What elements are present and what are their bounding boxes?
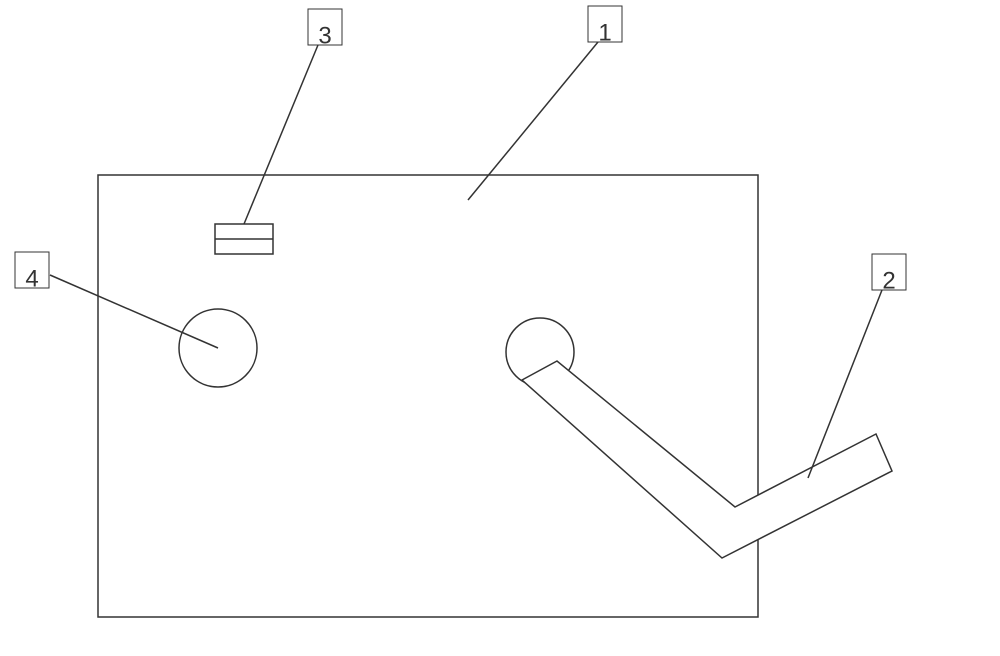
label-callout-3: 3 [318, 22, 331, 49]
label-callout-4: 4 [25, 265, 38, 292]
label-callout-2: 2 [882, 267, 895, 294]
technical-diagram: 1 2 3 4 [0, 0, 1000, 656]
leader-callout-4 [50, 275, 218, 348]
leader-callout-3 [244, 45, 318, 224]
node-crank-arm [522, 361, 892, 558]
label-callout-1: 1 [598, 19, 611, 46]
node-box-main [98, 175, 758, 617]
leader-callout-1 [468, 42, 598, 200]
